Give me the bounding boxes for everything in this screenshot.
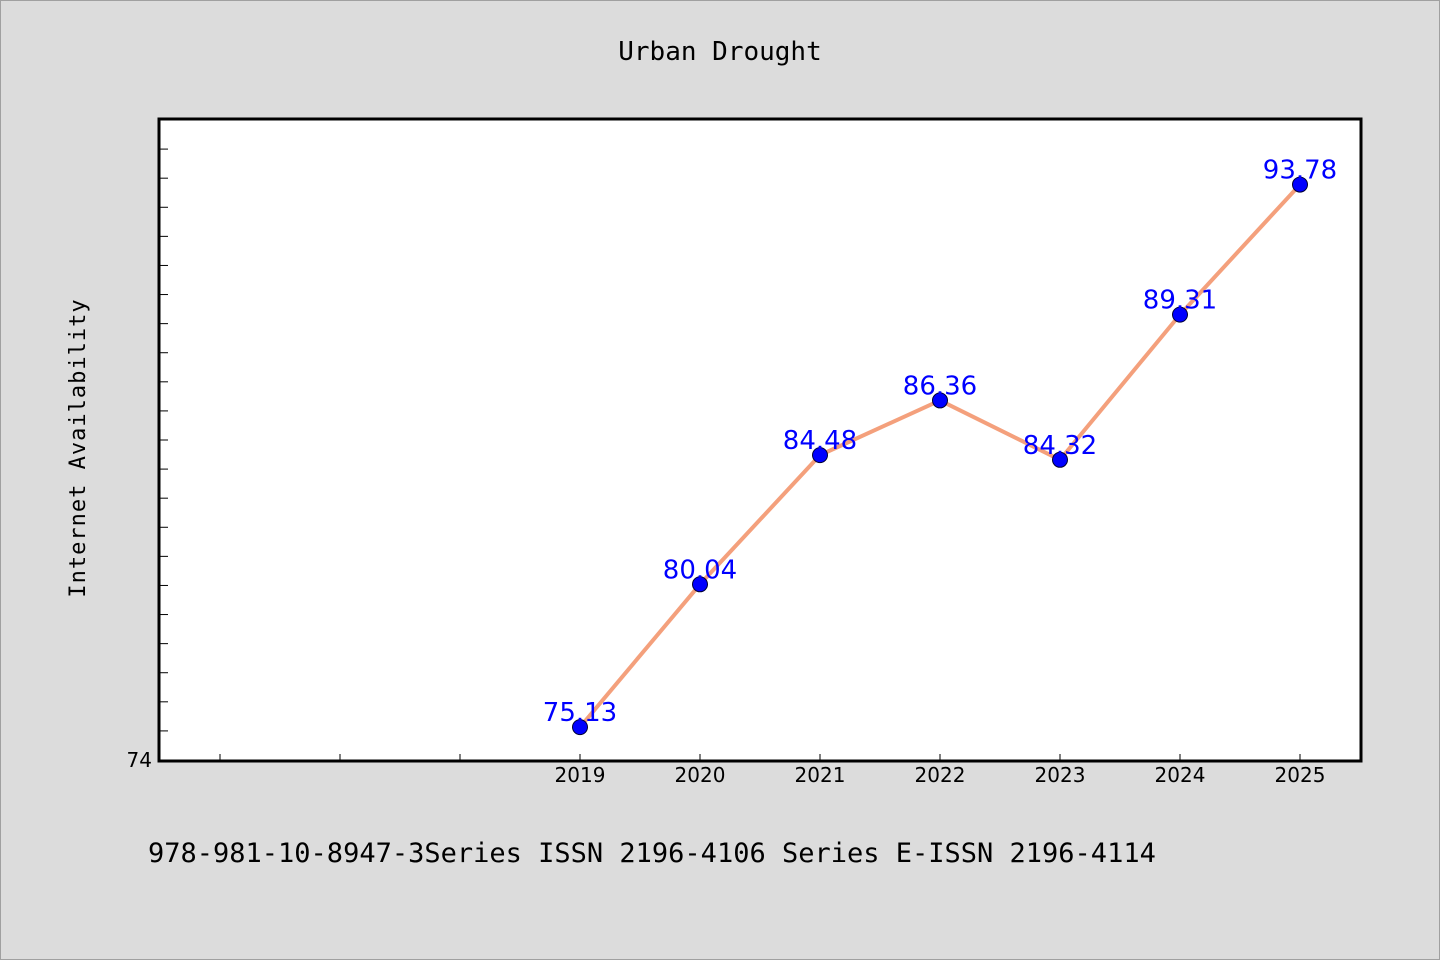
data-point-marker bbox=[812, 447, 828, 464]
y-tick-label: 74 bbox=[127, 748, 152, 772]
data-label: 89.31 bbox=[1143, 286, 1217, 316]
data-point-markers bbox=[572, 176, 1308, 736]
data-point-marker bbox=[1172, 306, 1188, 323]
x-tick-label: 2021 bbox=[795, 763, 846, 787]
data-point-marker bbox=[572, 719, 588, 736]
plot-area bbox=[157, 117, 1363, 763]
data-label: 86.36 bbox=[903, 371, 977, 401]
data-label: 75.13 bbox=[543, 698, 617, 728]
x-tick-label: 2023 bbox=[1035, 763, 1086, 787]
data-label: 93.78 bbox=[1263, 156, 1337, 186]
x-tick-label: 2019 bbox=[555, 763, 606, 787]
data-label: 84.32 bbox=[1023, 431, 1097, 461]
x-tick-label: 2020 bbox=[675, 763, 726, 787]
x-tick-label: 2022 bbox=[915, 763, 966, 787]
data-label: 80.04 bbox=[663, 555, 737, 585]
x-tick-label: 2024 bbox=[1155, 763, 1206, 787]
y-axis-ticks: 74 bbox=[127, 119, 168, 772]
data-point-marker bbox=[932, 392, 948, 409]
y-axis-label: Internet Availability bbox=[66, 298, 91, 597]
data-point-marker bbox=[692, 576, 708, 593]
data-labels: 75.13 80.04 84.48 86.36 84.32 89.31 93.78 bbox=[543, 156, 1337, 729]
data-label: 84.48 bbox=[783, 426, 857, 456]
footer-text: 978-981-10-8947-3Series ISSN 2196-4106 S… bbox=[148, 838, 1156, 869]
data-point-marker bbox=[1052, 451, 1068, 468]
x-axis-ticks: 2019 2020 2021 2022 2023 2024 2025 bbox=[219, 754, 1326, 787]
chart-title: Urban Drought bbox=[618, 37, 822, 67]
x-tick-label: 2025 bbox=[1275, 763, 1326, 787]
data-point-marker bbox=[1292, 176, 1308, 193]
